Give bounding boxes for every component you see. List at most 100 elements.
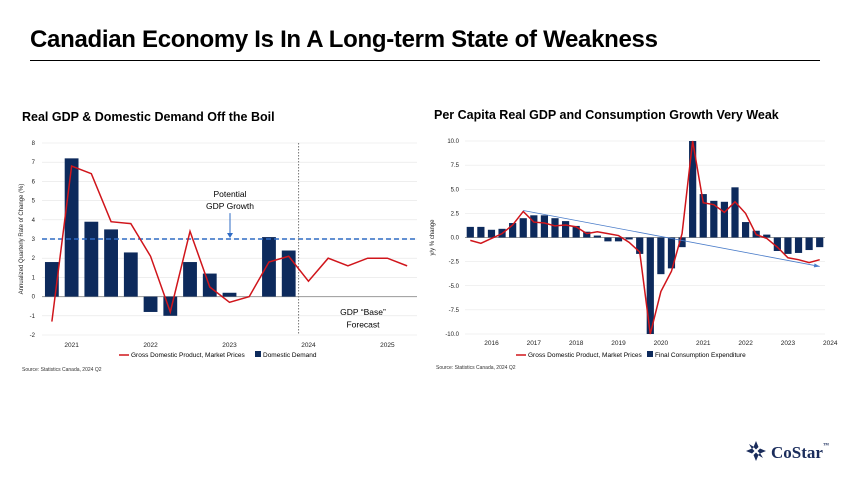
- y-tick-label: 5: [32, 199, 36, 205]
- bar-final-consumption: [646, 237, 654, 334]
- trend-arrowhead: [813, 263, 820, 268]
- bar-final-consumption: [509, 223, 517, 238]
- y-tick-label: 6: [32, 179, 36, 185]
- y-tick-label: -5.0: [449, 284, 460, 290]
- gdp-line: [51, 164, 408, 322]
- y-tick-label: 5.0: [451, 187, 460, 193]
- x-tick-label: 2023: [781, 340, 796, 347]
- y-axis-label: y/y % change: [430, 219, 436, 256]
- y-tick-label: 10.0: [447, 139, 459, 145]
- x-tick-label: 2025: [380, 342, 395, 349]
- bar-domestic-demand: [183, 262, 197, 297]
- y-tick-label: -10.0: [445, 332, 459, 338]
- potential-growth-label: Potential: [213, 189, 246, 199]
- y-tick-label: 3: [32, 237, 36, 243]
- costar-logo-text: CoStar™: [771, 443, 829, 462]
- bar-domestic-demand: [262, 237, 276, 297]
- bar-final-consumption: [614, 237, 623, 242]
- potential-growth-arrowhead: [227, 233, 233, 238]
- bar-domestic-demand: [104, 229, 118, 297]
- x-tick-label: 2024: [823, 340, 838, 347]
- y-tick-label: 7.5: [451, 163, 460, 169]
- right-chart: 10.0 7.5 5.0 2.5 0.0 -2.5 -5.0 -7.5 -10.0 y/y % c…: [430, 139, 838, 359]
- bar-final-consumption: [593, 235, 601, 238]
- left-source-note: Source: Statistics Canada, 2024 Q2: [22, 367, 102, 373]
- y-tick-label: 2.5: [451, 211, 460, 217]
- legend-label-domestic-demand: Domestic Demand: [263, 352, 317, 359]
- bar-final-consumption: [710, 200, 718, 238]
- x-tick-label: 2022: [738, 340, 753, 347]
- bar-final-consumption: [667, 237, 676, 269]
- x-tick-label: 2024: [301, 342, 316, 349]
- y-tick-label: 8: [32, 141, 36, 147]
- bar-final-consumption: [561, 221, 570, 238]
- bar-final-consumption: [466, 226, 474, 238]
- x-tick-label: 2020: [654, 340, 669, 347]
- legend-label-final-consumption: Final Consumption Expenditure: [655, 352, 746, 359]
- x-tick-label: 2017: [527, 340, 542, 347]
- bar-domestic-demand: [143, 296, 158, 312]
- costar-logo: CoStar™: [745, 440, 829, 466]
- bar-final-consumption: [784, 237, 792, 254]
- y-tick-label: -1: [30, 314, 36, 320]
- right-source-note: Source: Statistics Canada, 2024 Q2: [436, 365, 516, 371]
- right-chart-title: Per Capita Real GDP and Consumption Grow…: [434, 108, 779, 122]
- bar-final-consumption: [477, 226, 485, 238]
- x-tick-label: 2021: [64, 342, 79, 349]
- bar-final-consumption: [816, 237, 824, 248]
- bar-final-consumption: [657, 237, 665, 275]
- bar-final-consumption: [773, 237, 781, 252]
- x-tick-label: 2022: [143, 342, 158, 349]
- title-rule: [30, 60, 820, 61]
- bar-final-consumption: [540, 215, 549, 238]
- y-tick-label: 4: [32, 218, 36, 224]
- left-chart: 8 7 6 5 4 3 2 1 0 -1 -2 Annualized Quarterly Rate o…: [19, 141, 417, 359]
- bar-domestic-demand: [44, 262, 59, 297]
- x-tick-label: 2019: [611, 340, 626, 347]
- x-tick-label: 2023: [222, 342, 237, 349]
- y-tick-label: 2: [32, 256, 36, 262]
- left-chart-title: Real GDP & Domestic Demand Off the Boil: [22, 110, 275, 124]
- legend-swatch-domestic-demand: [255, 351, 261, 357]
- page-title: Canadian Economy Is In A Long-term State…: [30, 26, 658, 53]
- x-tick-label: 2021: [696, 340, 711, 347]
- bar-final-consumption: [731, 187, 739, 238]
- y-tick-label: 7: [32, 160, 36, 166]
- costar-logo-icon: [746, 441, 766, 461]
- legend-label-gdp: Gross Domestic Product, Market Prices: [131, 352, 246, 359]
- y-axis-label: Annualized Quarterly Rate of Change (%): [19, 184, 25, 295]
- bar-domestic-demand: [123, 252, 138, 297]
- bar-domestic-demand: [281, 250, 296, 297]
- bar-final-consumption: [625, 237, 633, 240]
- bar-domestic-demand: [84, 221, 99, 297]
- trend-arrow: [523, 210, 820, 267]
- bar-final-consumption: [583, 231, 591, 238]
- forecast-label: Forecast: [346, 319, 380, 329]
- potential-growth-label: GDP Growth: [206, 201, 254, 211]
- bar-final-consumption: [720, 201, 729, 238]
- bar-final-consumption: [636, 237, 644, 254]
- x-tick-label: 2018: [569, 340, 584, 347]
- y-tick-label: -2.5: [449, 260, 460, 266]
- bar-domestic-demand: [64, 158, 79, 297]
- y-tick-label: 1: [32, 275, 36, 281]
- bar-final-consumption: [794, 237, 803, 253]
- legend-label-gdp: Gross Domestic Product, Market Prices: [528, 352, 643, 359]
- legend-swatch-final-consumption: [647, 351, 653, 357]
- bar-final-consumption: [530, 215, 538, 238]
- bar-final-consumption: [572, 225, 580, 238]
- bar-final-consumption: [699, 194, 707, 238]
- bar-final-consumption: [689, 141, 697, 238]
- y-tick-label: -7.5: [449, 308, 460, 314]
- y-tick-label: -2: [30, 333, 36, 339]
- bar-domestic-demand: [222, 292, 237, 297]
- x-tick-label: 2016: [484, 340, 499, 347]
- forecast-label: GDP “Base”: [340, 307, 386, 317]
- y-tick-label: 0: [32, 295, 36, 301]
- bar-final-consumption: [487, 229, 496, 238]
- gdp-line: [470, 140, 820, 335]
- bar-final-consumption: [604, 237, 612, 242]
- bar-final-consumption: [551, 218, 559, 238]
- bar-final-consumption: [805, 237, 813, 251]
- bar-final-consumption: [678, 237, 686, 248]
